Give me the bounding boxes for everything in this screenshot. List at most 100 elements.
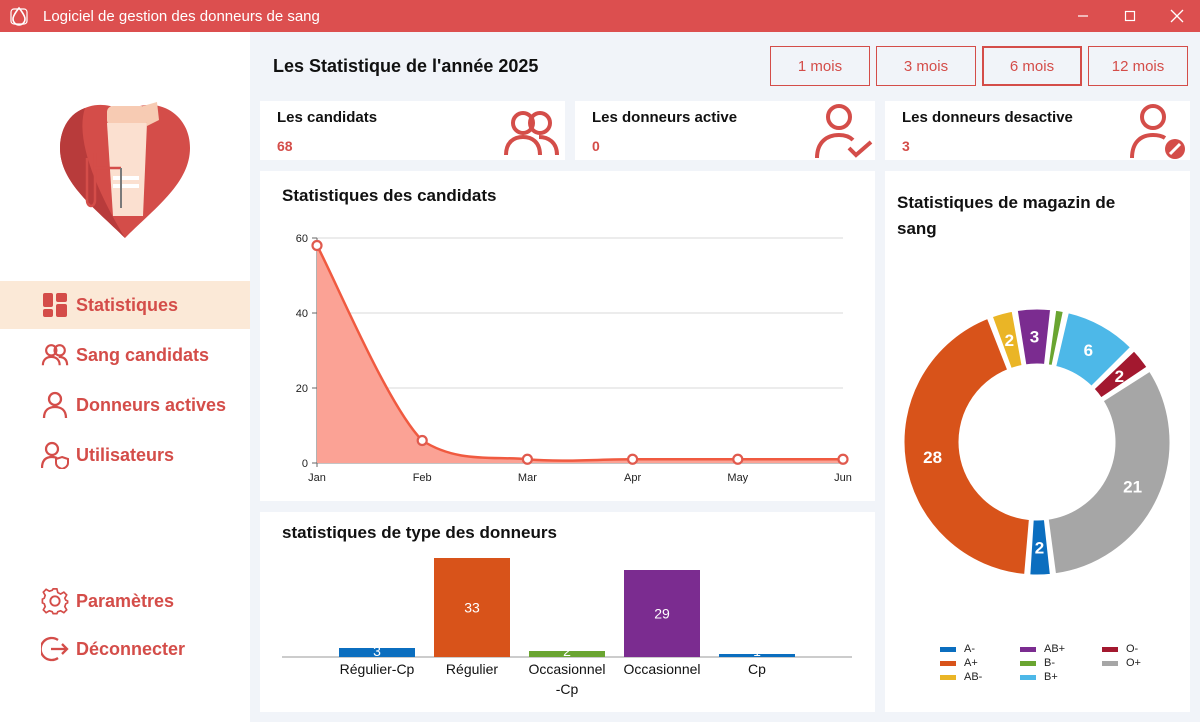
- sidebar-item-label: Déconnecter: [76, 638, 186, 659]
- bar-value-label: 2: [563, 643, 571, 659]
- bar-value-label: 33: [464, 600, 480, 616]
- x-tick-label: May: [727, 472, 748, 484]
- x-category-label: Régulier-Cp: [340, 661, 415, 677]
- sidebar-item-deconnecter[interactable]: Déconnecter: [0, 625, 250, 673]
- sidebar-item-label: Donneurs actives: [76, 394, 227, 415]
- chart-title: Statistiques des candidats: [282, 186, 497, 205]
- bar-value-label: 3: [373, 643, 381, 659]
- dashboard-icon: [41, 291, 69, 319]
- slice-value-label: 3: [1030, 328, 1039, 347]
- slice-AB+: [1014, 306, 1054, 368]
- legend-label: AB-: [964, 671, 983, 683]
- period-1-mois-button[interactable]: 1 mois: [770, 46, 870, 86]
- legend-label: A-: [964, 643, 975, 655]
- sidebar-item-label: Paramètres: [76, 590, 175, 611]
- maximize-icon: [1124, 10, 1135, 22]
- stat-label: Les donneurs desactive: [902, 109, 1073, 126]
- slice-A-: [1027, 516, 1054, 578]
- x-tick-label: Apr: [624, 472, 641, 484]
- maximize-button[interactable]: [1106, 0, 1153, 32]
- stat-value: 3: [902, 138, 910, 154]
- magazin-sang-chart-panel: Statistiques de magazin de sang 2 28 2 3 6 2 2…: [885, 171, 1190, 712]
- users-icon: [504, 111, 559, 156]
- stat-value: 0: [592, 138, 600, 154]
- slice-O-: [1090, 347, 1151, 402]
- bar-value-label: 29: [654, 606, 670, 622]
- x-tick-label: Mar: [518, 472, 537, 484]
- x-category-label: -Cp: [556, 681, 579, 697]
- data-point: [732, 453, 744, 465]
- window-title: Logiciel de gestion des donneurs de sang: [43, 7, 320, 25]
- legend-item: B-: [1020, 657, 1055, 669]
- bar: [529, 651, 605, 657]
- data-point: [837, 453, 849, 465]
- legend-label: B-: [1044, 657, 1055, 669]
- period-3-mois-button[interactable]: 3 mois: [876, 46, 976, 86]
- type-donneurs-chart-panel: statistiques de type des donneurs 3 Régul…: [260, 512, 875, 712]
- sidebar-item-sang-candidats[interactable]: Sang candidats: [0, 331, 250, 379]
- legend-swatch: [1020, 674, 1036, 680]
- users-icon: [41, 341, 69, 369]
- minimize-icon: [1077, 15, 1088, 17]
- slice-value-label: 6: [1084, 341, 1093, 360]
- sidebar-item-label: Statistiques: [76, 294, 179, 315]
- user-icon: [41, 391, 69, 419]
- legend-item: A+: [940, 657, 978, 669]
- legend-item: AB-: [940, 671, 982, 683]
- legend-swatch: [940, 646, 956, 652]
- x-category-label: Occasionnel: [623, 661, 700, 677]
- close-icon: [1170, 9, 1183, 23]
- x-category-label: Cp: [748, 661, 766, 677]
- sidebar-item-donneurs-actives[interactable]: Donneurs actives: [0, 381, 250, 429]
- user-shield-icon: [41, 441, 69, 469]
- sidebar-item-statistiques[interactable]: Statistiques: [0, 281, 250, 329]
- y-tick-label: 40: [296, 308, 308, 320]
- bar-value-label: 1: [753, 643, 761, 659]
- stat-card-donneurs-desactive: Les donneurs desactive 3: [885, 101, 1190, 160]
- legend-swatch: [1020, 660, 1036, 666]
- bar: [719, 654, 795, 657]
- data-point: [311, 239, 323, 252]
- legend-item: O-: [1102, 643, 1138, 655]
- legend-label: O-: [1126, 643, 1139, 655]
- sidebar-item-label: Utilisateurs: [76, 444, 175, 465]
- stat-value: 68: [277, 138, 293, 154]
- slice-value-label: 21: [1123, 478, 1142, 497]
- data-point: [416, 434, 428, 447]
- x-tick-label: Feb: [413, 472, 432, 484]
- bar: [434, 558, 510, 657]
- slice-value-label: 2: [1115, 367, 1124, 386]
- stat-card-candidats: Les candidats 68: [260, 101, 565, 160]
- user-block-icon: [1130, 104, 1185, 159]
- y-tick-label: 0: [302, 458, 308, 470]
- sidebar-item-label: Sang candidats: [76, 344, 210, 365]
- legend-item: AB+: [1020, 643, 1065, 655]
- legend-swatch: [1102, 646, 1118, 652]
- window-titlebar: Logiciel de gestion des donneurs de sang: [0, 0, 1200, 32]
- close-button[interactable]: [1153, 0, 1200, 32]
- slice-value-label: 2: [1035, 538, 1044, 557]
- area-fill: [317, 245, 843, 463]
- gear-icon: [41, 587, 69, 615]
- x-category-label: Occasionnel: [528, 661, 605, 677]
- minimize-button[interactable]: [1059, 0, 1106, 32]
- page-title: Les Statistique de l'année 2025: [273, 56, 539, 76]
- legend-item: A-: [940, 643, 975, 655]
- bar: [624, 570, 700, 657]
- x-tick-label: Jun: [834, 472, 852, 484]
- legend-swatch: [940, 674, 956, 680]
- y-tick-label: 60: [296, 233, 308, 245]
- sidebar-item-parametres[interactable]: Paramètres: [0, 577, 250, 625]
- sidebar-item-utilisateurs[interactable]: Utilisateurs: [0, 431, 250, 479]
- slice-O+: [1045, 367, 1173, 577]
- legend-label: O+: [1126, 657, 1141, 669]
- legend-swatch: [1020, 646, 1036, 652]
- heart-donor-logo: [60, 102, 190, 238]
- period-12-mois-button[interactable]: 12 mois: [1088, 46, 1188, 86]
- legend-label: B+: [1044, 671, 1058, 683]
- period-6-mois-button[interactable]: 6 mois: [982, 46, 1082, 86]
- slice-value-label: 2: [1005, 331, 1014, 350]
- chart-title: statistiques de type des donneurs: [282, 523, 557, 542]
- stat-label: Les donneurs active: [592, 109, 738, 126]
